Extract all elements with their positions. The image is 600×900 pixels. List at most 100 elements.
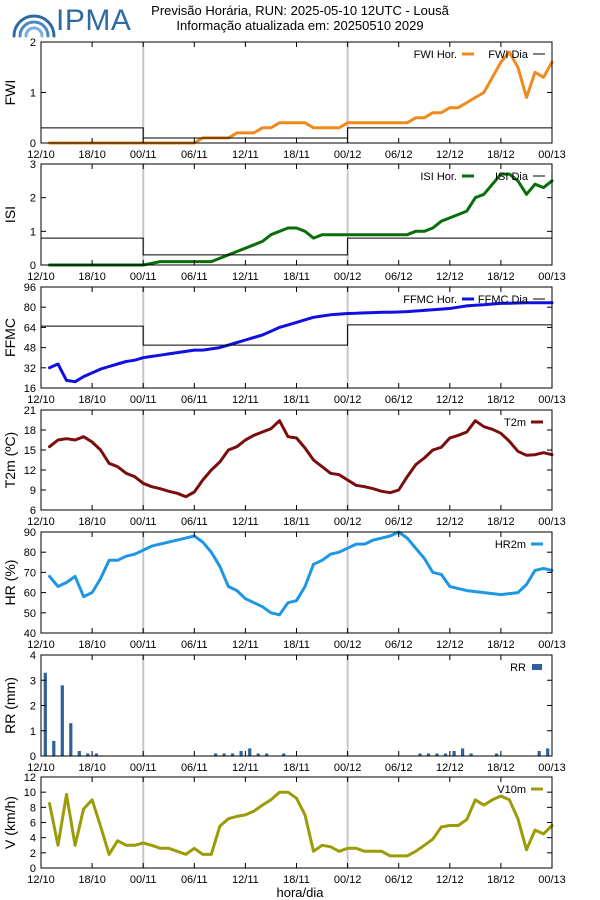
plot-frame (40, 776, 553, 869)
x-tick-label: 18/10 (78, 149, 106, 161)
x-tick-label: 18/10 (78, 874, 106, 886)
rr-bar (418, 753, 422, 756)
x-tick-label: 00/13 (538, 149, 566, 161)
x-tick-label: 00/13 (538, 516, 566, 528)
legend-label-daily: ISI Dia (495, 171, 529, 183)
x-tick-label: 06/12 (385, 149, 413, 161)
rr-bar (52, 740, 56, 756)
legend-label-hourly: FFMC Hor. (403, 294, 457, 306)
x-tick-label: 06/12 (385, 874, 413, 886)
plot-frame (40, 654, 553, 757)
y-tick-label: 80 (24, 547, 36, 559)
rr-bar (77, 751, 81, 756)
rr-bar (231, 753, 235, 756)
panel-fwi: 0 1 2 12/10 18/10 00/11 06/11 12/11 18/11 00/12 06… (2, 37, 566, 161)
logo-text: IPMA (56, 4, 132, 37)
panel-hr2m: 40 50 60 70 80 90 12/10 18/10 00/11 06/11 12/11 18/… (2, 527, 566, 651)
x-tick-label: 12/10 (27, 762, 55, 774)
x-tick-label: 12/10 (27, 639, 55, 651)
t2m-hourly-line (48, 419, 554, 499)
y-tick-label: 60 (24, 588, 36, 600)
x-tick-label: 12/11 (232, 762, 259, 774)
x-tick-label: 18/12 (487, 639, 515, 651)
x-tick-label: 06/11 (181, 271, 208, 283)
y-tick-label: 21 (24, 405, 36, 417)
y-tick-label: 0 (30, 260, 36, 272)
panel-t2m: 6 9 12 15 18 21 12/10 18/10 00/11 06/11 12/11 18/11… (2, 405, 566, 528)
x-tick-label: 00/11 (130, 639, 157, 651)
x-tick-label: 06/12 (385, 271, 413, 283)
y-tick-label: 6 (30, 818, 36, 830)
panel-rr: 0 1 2 3 4 12/10 18/10 00/11 06/11 12/11 18/11 00/12… (2, 650, 566, 774)
plot-frame (40, 531, 553, 634)
x-tick-label: 00/11 (130, 762, 157, 774)
x-tick-label: 12/10 (27, 516, 55, 528)
x-tick-label: 12/10 (27, 874, 55, 886)
rr-bar (443, 753, 448, 756)
x-tick-label: 12/12 (436, 394, 464, 406)
x-tick-label: 00/12 (334, 762, 362, 774)
rr-bar (43, 672, 47, 756)
ffmc-daily-line (41, 324, 552, 346)
y-tick-label: 96 (24, 282, 36, 294)
legend-label-daily: FWI Dia (488, 49, 529, 61)
x-tick-label: 12/12 (436, 271, 464, 283)
x-tick-label: 18/10 (78, 516, 106, 528)
y-axis-label: T2m (ºC) (2, 432, 18, 488)
x-tick-label: 18/10 (78, 639, 106, 651)
legend-label: V10m (497, 784, 526, 796)
y-tick-label: 0 (30, 138, 36, 150)
isi-daily-line (41, 237, 552, 256)
y-tick-label: 70 (24, 567, 36, 579)
y-tick-label: 3 (30, 675, 36, 687)
ffmc-hourly-line (48, 301, 554, 384)
y-tick-label: 15 (24, 445, 36, 457)
y-tick-label: 9 (30, 485, 36, 497)
x-tick-label: 00/11 (130, 149, 157, 161)
y-axis-label: RR (mm) (2, 677, 18, 734)
x-tick-label: 12/11 (232, 639, 259, 651)
rr-bar (537, 751, 541, 756)
x-tick-label: 12/12 (436, 762, 464, 774)
x-tick-label: 00/12 (334, 149, 362, 161)
y-axis-label: ISI (2, 206, 18, 223)
x-tick-label: 00/12 (334, 516, 362, 528)
x-tick-label: 12/10 (27, 149, 55, 161)
y-tick-label: 0 (30, 751, 36, 763)
plot-frame (40, 409, 553, 511)
x-tick-label: 00/13 (538, 271, 566, 283)
y-tick-label: 2 (30, 193, 36, 205)
x-tick-label: 18/10 (78, 271, 106, 283)
x-tick-label: 12/10 (27, 271, 55, 283)
rr-bar (86, 753, 90, 756)
x-tick-label: 00/12 (334, 874, 362, 886)
rr-bar (452, 751, 456, 756)
x-tick-label: 06/12 (385, 516, 413, 528)
x-tick-label: 00/12 (334, 639, 362, 651)
chart-subtitle: Informação atualizada em: 20250510 2029 (176, 18, 424, 33)
x-tick-label: 18/11 (283, 874, 310, 886)
rr-bar (239, 751, 243, 756)
rr-bar (282, 753, 286, 756)
y-axis-label: FWI (2, 80, 18, 106)
rr-bar (495, 753, 499, 756)
y-tick-label: 8 (30, 802, 36, 814)
y-axis-label: HR (%) (2, 560, 18, 606)
panel-isi: 0 1 2 3 12/10 18/10 00/11 06/11 12/11 18/11 00/12 0… (2, 159, 566, 283)
panel-v10m: 0 2 4 6 8 10 12 12/10 18/10 00/11 06/11 12/11 18/11 0… (2, 772, 566, 886)
x-tick-label: 18/11 (283, 639, 310, 651)
x-axis-label: hora/dia (276, 885, 324, 900)
x-tick-label: 12/12 (436, 874, 464, 886)
x-tick-label: 06/11 (181, 639, 208, 651)
x-tick-label: 06/12 (385, 762, 413, 774)
legend-label-hourly: FWI Hor. (414, 49, 457, 61)
y-tick-label: 2 (30, 701, 36, 713)
panel-ffmc: 16 32 48 64 80 96 12/10 18/10 00/11 06/11 12/11 18/… (2, 282, 566, 406)
legend-label-hourly: ISI Hor. (420, 171, 457, 183)
chart-title: Previsão Horária, RUN: 2025-05-10 12UTC … (151, 3, 449, 18)
y-tick-label: 48 (24, 343, 36, 355)
x-tick-label: 06/11 (181, 149, 208, 161)
x-tick-label: 12/11 (232, 874, 259, 886)
logo-arcs-icon (12, 14, 56, 38)
